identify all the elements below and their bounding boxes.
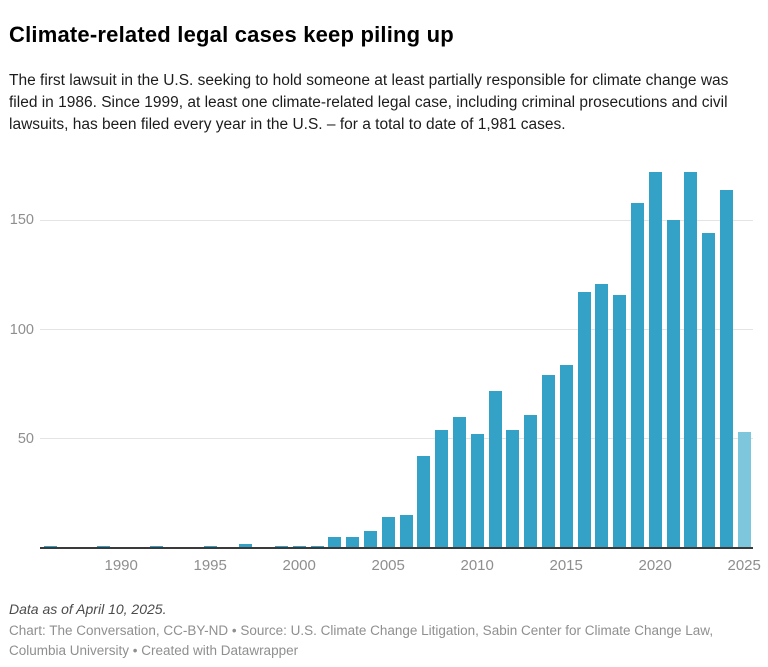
bar-2001[interactable] [310,545,324,548]
bar-1995[interactable] [203,545,217,548]
bar-1986[interactable] [43,545,57,548]
bar-2020[interactable] [648,172,662,548]
x-tick-label-1995: 1995 [193,557,227,574]
x-axis-line [40,547,753,549]
byline: Chart: The Conversation, CC-BY-ND • Sour… [9,623,714,658]
bar-2000[interactable] [292,545,306,548]
bar-2012[interactable] [506,430,520,548]
bar-2019[interactable] [630,202,644,548]
bar-2024[interactable] [719,189,733,548]
bar-2002[interactable] [328,537,342,548]
x-tick-label-2010: 2010 [460,557,494,574]
bar-2004[interactable] [363,530,377,548]
y-tick-label-100: 100 [9,321,34,338]
gridline-150 [40,219,753,221]
bar-2014[interactable] [541,375,555,548]
bar-2025[interactable] [737,432,751,548]
chart-description: The first lawsuit in the U.S. seeking to… [9,71,729,133]
bar-1999[interactable] [274,545,288,548]
bar-1997[interactable] [239,543,253,548]
bar-2007[interactable] [417,456,431,548]
x-tick-label-1990: 1990 [104,557,138,574]
bar-2021[interactable] [666,220,680,549]
bar-1989[interactable] [96,545,110,548]
bar-2005[interactable] [381,517,395,548]
data-note: Data as of April 10, 2025. [9,601,167,617]
gridline-50 [40,438,753,440]
bar-2009[interactable] [452,416,466,548]
gridline-100 [40,329,753,330]
bar-2016[interactable] [577,292,591,548]
x-tick-label-2020: 2020 [638,557,672,574]
y-tick-label-150: 150 [9,212,34,229]
bar-2008[interactable] [435,430,449,548]
bar-2017[interactable] [595,283,609,548]
bar-2023[interactable] [702,233,716,548]
bar-2011[interactable] [488,390,502,548]
chart-title: Climate-related legal cases keep piling … [9,21,454,47]
bar-2015[interactable] [559,364,573,548]
bar-2003[interactable] [346,537,360,548]
x-tick-label-2000: 2000 [282,557,316,574]
bar-1992[interactable] [150,545,164,548]
y-tick-label-50: 50 [17,430,34,447]
bar-2006[interactable] [399,515,413,548]
x-tick-label-2015: 2015 [549,557,583,574]
x-tick-label-2005: 2005 [371,557,405,574]
bar-2013[interactable] [524,414,538,548]
bar-2022[interactable] [684,172,698,548]
bar-2010[interactable] [470,434,484,548]
bar-2018[interactable] [613,294,627,548]
x-tick-label-2025: 2025 [727,557,761,574]
